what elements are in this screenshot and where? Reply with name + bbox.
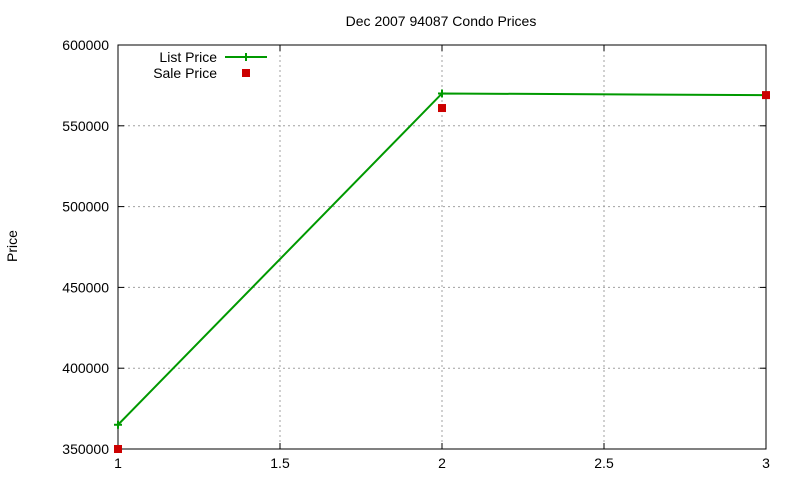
- y-tick-label: 600000: [62, 37, 109, 53]
- y-tick-label: 500000: [62, 199, 109, 215]
- plot-area-border: [117, 44, 767, 450]
- legend-marker-sale-price: [242, 69, 250, 77]
- chart-title: Dec 2007 94087 Condo Prices: [346, 13, 537, 29]
- legend-label-sale-price: Sale Price: [153, 65, 217, 81]
- series: [114, 89, 770, 453]
- list-price-point: [438, 89, 446, 98]
- y-tick-label: 550000: [62, 118, 109, 134]
- sale-price-point: [762, 91, 770, 100]
- y-tick-label: 450000: [62, 279, 109, 295]
- x-tick-label: 1.5: [270, 455, 290, 471]
- axis-ticks: 1 1.5 2 2.5 3 350000 400000 450000 500000 550000 6…: [62, 37, 770, 471]
- x-tick-label: 2: [438, 455, 446, 471]
- y-tick-label: 400000: [62, 360, 109, 376]
- y-tick-label: 350000: [62, 441, 109, 457]
- x-tick-label: 3: [762, 455, 770, 471]
- legend-marker-list-price: [242, 53, 250, 61]
- y-axis-label: Price: [4, 230, 20, 262]
- sale-price-point: [438, 104, 446, 113]
- grid: [118, 45, 766, 449]
- x-tick-label: 1: [114, 455, 122, 471]
- list-price-point: [114, 420, 122, 429]
- legend-label-list-price: List Price: [159, 49, 217, 65]
- x-tick-label: 2.5: [594, 455, 614, 471]
- sale-price-point: [114, 445, 122, 453]
